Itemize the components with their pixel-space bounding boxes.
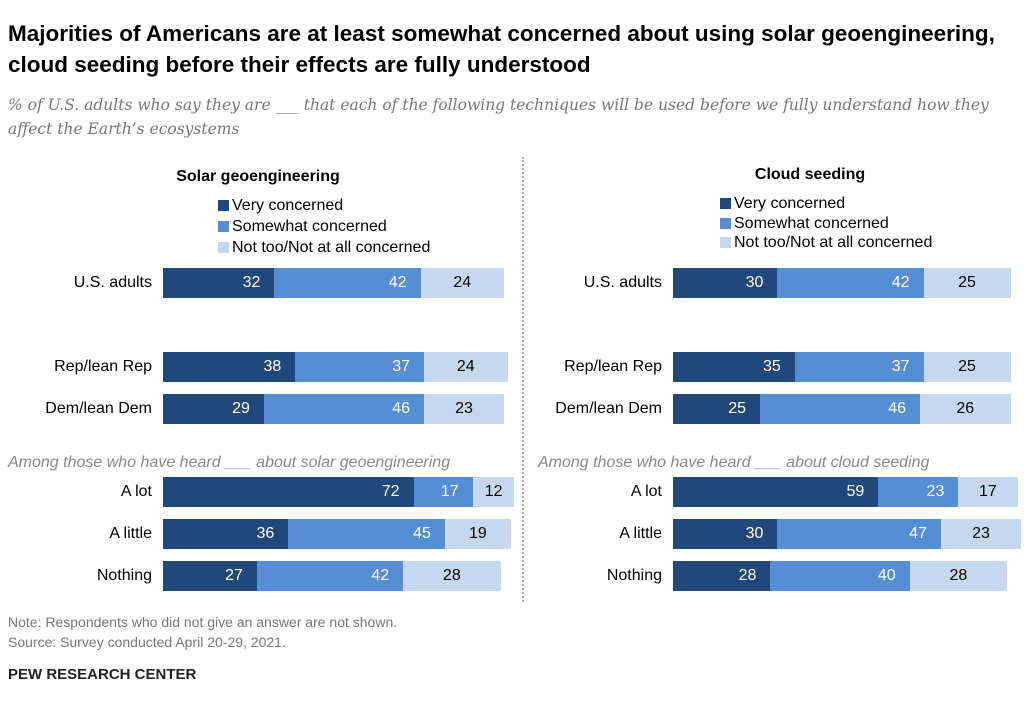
bar-segment: 30 — [673, 519, 778, 549]
bar-segment: 28 — [403, 561, 501, 591]
bar-segment: 17 — [958, 477, 1018, 507]
bar-segment: 25 — [923, 352, 1011, 382]
panel-title: Solar geoengineering — [176, 168, 340, 185]
bar-segment: 29 — [163, 394, 264, 424]
bar-segment: 59 — [673, 477, 879, 507]
row-label: A little — [619, 525, 662, 542]
bar-segment: 24 — [424, 352, 508, 382]
bar-segment: 37 — [295, 352, 424, 382]
bar-segment: 42 — [777, 268, 924, 298]
legend-swatch — [218, 200, 229, 211]
chart-subtitle: % of U.S. adults who say they are ___ th… — [8, 96, 989, 138]
legend-label: Very concerned — [232, 197, 344, 214]
legend-label: Not too/Not at all concerned — [232, 239, 431, 256]
bar-segment: 47 — [777, 519, 941, 549]
bar-segment: 45 — [288, 519, 445, 549]
bar-segment: 37 — [794, 352, 924, 382]
row-label: Nothing — [96, 567, 152, 584]
chart-title: Majorities of Americans are at least som… — [8, 21, 995, 77]
row-label: A lot — [630, 483, 662, 500]
bar-segment: 72 — [163, 477, 414, 507]
legend-item: Somewhat concerned — [720, 213, 889, 234]
legend-label: Not too/Not at all concerned — [734, 234, 933, 251]
legend-item: Very concerned — [218, 195, 343, 216]
bar-segment: 19 — [444, 519, 511, 549]
row-label: Rep/lean Rep — [564, 358, 662, 375]
panel-divider — [522, 157, 524, 602]
legend-label: Very concerned — [734, 195, 846, 212]
legend-swatch — [720, 217, 731, 229]
group-label: Among those who have heard ___ about clo… — [538, 454, 930, 471]
legend-swatch — [218, 221, 229, 232]
legend-item: Very concerned — [720, 193, 845, 214]
bar-segment: 36 — [163, 519, 289, 549]
bar-segment: 46 — [263, 394, 424, 424]
bar-segment: 23 — [940, 519, 1021, 549]
bar-segment: 12 — [472, 477, 515, 507]
row-label: A lot — [120, 483, 152, 500]
legend-swatch — [218, 242, 229, 253]
legend-item: Not too/Not at all concerned — [218, 237, 430, 258]
note: Note: Respondents who did not give an an… — [8, 614, 398, 630]
bar-segment: 25 — [923, 268, 1011, 298]
group-label: Among those who have heard ___ about sol… — [8, 454, 451, 471]
bar-segment: 32 — [163, 268, 275, 298]
row-label: A little — [109, 525, 152, 542]
org-logo-text: PEW RESEARCH CENTER — [8, 666, 197, 683]
bar-segment: 42 — [256, 561, 404, 591]
bar-segment: 28 — [673, 561, 771, 591]
row-label: Nothing — [606, 567, 662, 584]
bar-segment: 23 — [878, 477, 959, 507]
legend-swatch — [720, 198, 731, 209]
source: Source: Survey conducted April 20-29, 20… — [8, 634, 286, 650]
bar-segment: 40 — [770, 561, 910, 591]
bar-segment: 26 — [920, 394, 1011, 424]
row-label: U.S. adults — [583, 274, 662, 291]
bar-segment: 35 — [673, 352, 795, 382]
bar-segment: 23 — [424, 394, 505, 424]
bar-segment: 25 — [673, 394, 760, 424]
legend-item: Somewhat concerned — [218, 216, 387, 237]
bar-segment: 46 — [760, 394, 921, 424]
panel-title: Cloud seeding — [754, 166, 866, 183]
legend-label: Somewhat concerned — [232, 218, 387, 235]
row-label: Dem/lean Dem — [555, 400, 662, 417]
bar-segment: 30 — [673, 268, 778, 298]
bar-segment: 24 — [420, 268, 505, 298]
legend-item: Not too/Not at all concerned — [720, 232, 932, 253]
bar-segment: 42 — [274, 268, 421, 298]
bar-segment: 27 — [163, 561, 257, 591]
bar-segment: 28 — [909, 561, 1008, 591]
bar-segment: 38 — [163, 352, 296, 382]
row-label: Dem/lean Dem — [45, 400, 152, 417]
row-label: U.S. adults — [73, 274, 152, 291]
legend-label: Somewhat concerned — [734, 214, 889, 232]
row-label: Rep/lean Rep — [54, 358, 152, 375]
bar-segment: 17 — [413, 477, 473, 507]
legend-swatch — [720, 237, 731, 248]
